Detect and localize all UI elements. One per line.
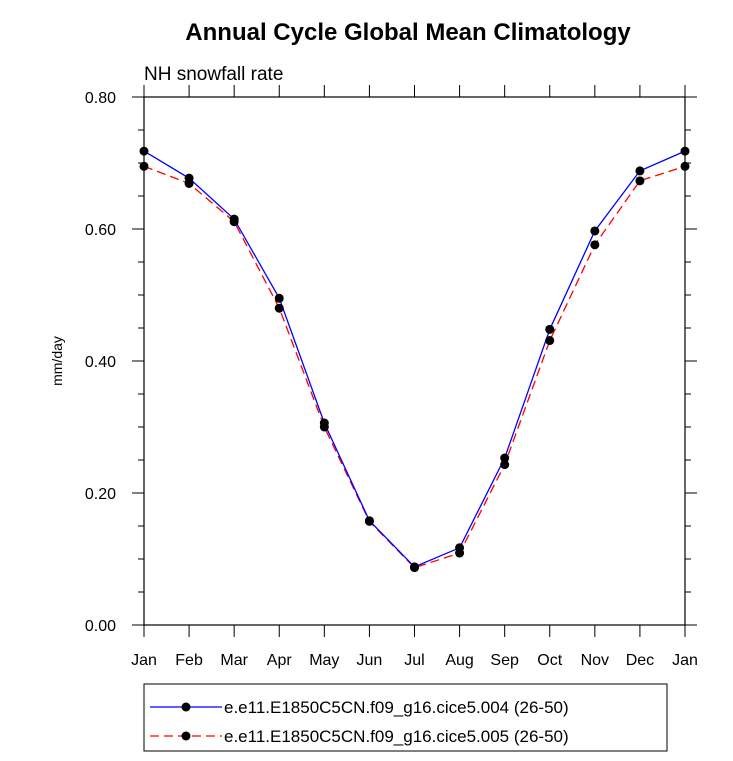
series-line [143, 165, 686, 569]
data-point [500, 453, 510, 463]
x-tick-label: Jun [357, 652, 383, 669]
data-point [635, 166, 645, 176]
axis-ticks [132, 85, 697, 637]
y-axis-label: mm/day [49, 336, 65, 386]
x-tick-label: Sep [490, 652, 519, 669]
data-point [545, 324, 555, 334]
legend-marker [181, 702, 191, 712]
x-tick-label: Jul [404, 652, 424, 669]
legend-label: e.e11.E1850C5CN.f09_g16.cice5.004 (26-50… [224, 698, 569, 717]
y-tick-label: 0.20 [85, 486, 116, 503]
y-tick-label: 0.80 [85, 90, 116, 107]
data-point [274, 293, 284, 303]
y-tick-label: 0.40 [85, 354, 116, 371]
data-point [545, 336, 555, 346]
chart-subtitle: NH snowfall rate [144, 64, 283, 85]
data-point [139, 161, 149, 171]
legend-box [143, 683, 668, 752]
series-layer [139, 146, 690, 573]
x-tick-label: Dec [626, 652, 654, 669]
data-point [319, 418, 329, 428]
data-point [410, 562, 419, 572]
data-point [364, 516, 374, 526]
data-point [590, 240, 600, 250]
x-tick-labels: Jan Feb Mar Apr May Jun Jul Aug Sep Oct Nov Dec Jan [131, 652, 698, 669]
data-point [229, 214, 239, 224]
data-point [274, 303, 284, 313]
x-tick-label: Feb [175, 652, 203, 669]
x-tick-label: Apr [267, 652, 293, 669]
data-point [635, 176, 645, 186]
legend-label: e.e11.E1850C5CN.f09_g16.cice5.005 (26-50… [224, 727, 569, 746]
data-point [455, 543, 465, 553]
x-tick-label: Jan [672, 652, 698, 669]
x-tick-label: Mar [220, 652, 248, 669]
plot-frame [143, 96, 686, 626]
legend: e.e11.E1850C5CN.f09_g16.cice5.004 (26-50… [150, 698, 569, 746]
x-tick-label: May [309, 652, 339, 669]
x-tick-label: Oct [537, 652, 562, 669]
x-tick-label: Nov [581, 652, 609, 669]
legend-marker [181, 731, 191, 741]
y-tick-label: 0.00 [85, 618, 116, 635]
x-tick-label: Aug [445, 652, 473, 669]
data-point [184, 173, 194, 183]
y-tick-label: 0.60 [85, 222, 116, 239]
data-point [139, 146, 149, 156]
chart-title: Annual Cycle Global Mean Climatology [185, 19, 631, 46]
series-line [143, 150, 686, 568]
data-point [680, 161, 690, 171]
data-point [500, 460, 510, 470]
data-point [680, 146, 690, 156]
y-tick-labels: 0.00 0.20 0.40 0.60 0.80 [85, 90, 116, 635]
data-point [590, 226, 600, 236]
x-tick-label: Jan [131, 652, 157, 669]
